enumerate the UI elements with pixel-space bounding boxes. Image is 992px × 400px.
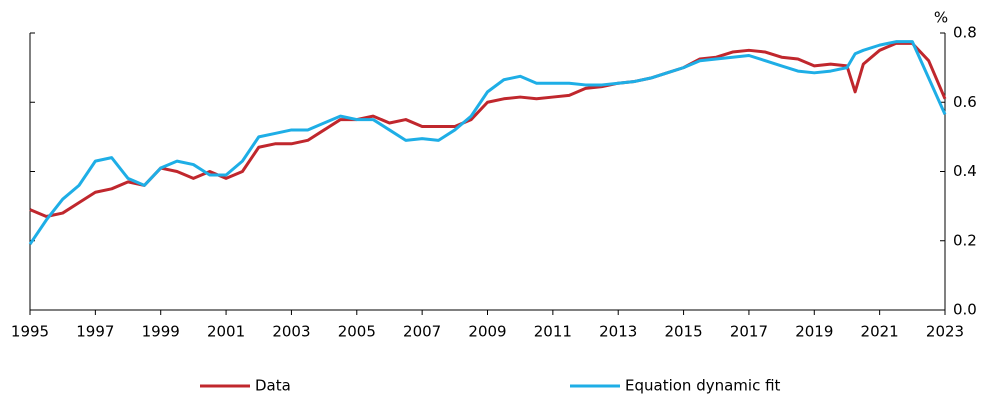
x-tick-label: 1999 — [142, 323, 180, 341]
x-tick-label: 2015 — [664, 323, 702, 341]
x-tick-label: 1997 — [76, 323, 114, 341]
x-tick-label: 2001 — [207, 323, 245, 341]
y-tick-label: 0.6 — [953, 93, 977, 111]
y-tick-label: 0.4 — [953, 162, 977, 180]
y-tick-label: 0.8 — [953, 24, 977, 42]
x-tick-label: 2023 — [926, 323, 964, 341]
legend-label: Data — [255, 377, 291, 395]
x-tick-label: 2007 — [403, 323, 441, 341]
legend-label: Equation dynamic fit — [625, 377, 781, 395]
x-tick-label: 2013 — [599, 323, 637, 341]
x-tick-label: 2021 — [861, 323, 899, 341]
x-tick-label: 2003 — [272, 323, 310, 341]
x-tick-label: 2011 — [534, 323, 572, 341]
y-tick-label: 0.2 — [953, 231, 977, 249]
y-axis-unit: % — [934, 9, 948, 27]
x-tick-label: 2017 — [730, 323, 768, 341]
series-line — [28, 40, 947, 246]
x-tick-label: 1995 — [11, 323, 49, 341]
x-tick-label: 2019 — [795, 323, 833, 341]
x-tick-label: 2005 — [338, 323, 376, 341]
series-line — [29, 41, 947, 219]
y-tick-label: 0.0 — [953, 301, 977, 319]
x-tick-label: 2009 — [468, 323, 506, 341]
